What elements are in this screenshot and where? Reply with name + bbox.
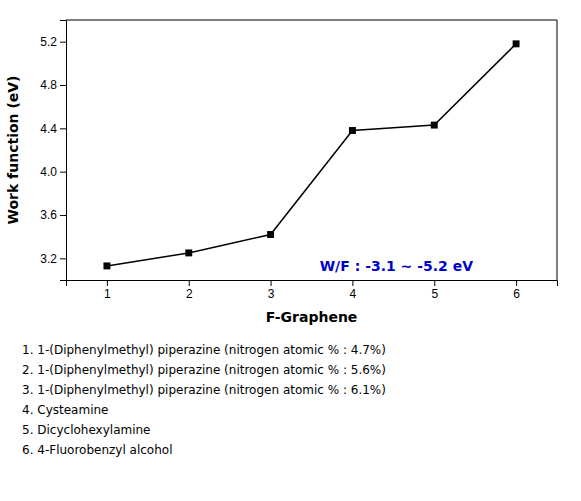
tick-mark — [271, 280, 272, 286]
x-axis: 1 2 3 4 5 6 — [67, 280, 558, 301]
footnote: 2. 1-(Diphenylmethyl) piperazine (nitrog… — [22, 363, 386, 377]
series — [103, 40, 519, 269]
frame — [66, 20, 557, 21]
tick-label: 3 — [268, 287, 275, 301]
tick: 4.8 — [40, 78, 66, 92]
y-axis-title: Work function (eV) — [5, 75, 21, 224]
tick-mark — [189, 280, 190, 286]
footnote: 3. 1-(Diphenylmethyl) piperazine (nitrog… — [22, 383, 386, 397]
tick-mark — [60, 172, 66, 173]
tick-mark — [60, 128, 66, 129]
footnote: 1. 1-(Diphenylmethyl) piperazine (nitrog… — [22, 343, 386, 357]
marker — [103, 262, 110, 269]
tick-mark — [60, 42, 66, 43]
axis-line — [67, 281, 558, 287]
tick-mark — [516, 280, 517, 286]
tick: 3.6 — [40, 208, 66, 222]
tick-label: 3.2 — [40, 252, 57, 266]
tick-mark — [107, 280, 108, 286]
marker — [349, 127, 356, 134]
marker — [185, 249, 192, 256]
chart: 1 2 3 4 5 6 3.2 3.6 4.0 4.4 4.8 5.2 W/F : -3.1 ~ -5.… — [0, 0, 581, 501]
tick-mark — [60, 215, 66, 216]
tick: 1 — [104, 280, 111, 301]
marker — [267, 231, 274, 238]
tick: 6 — [513, 280, 520, 301]
tick-label: 5.2 — [40, 35, 57, 49]
tick-label: 4.0 — [40, 165, 57, 179]
tick: 3 — [268, 280, 275, 301]
tick-label: 2 — [186, 287, 193, 301]
annotation: W/F : -3.1 ~ -5.2 eV — [320, 258, 474, 274]
tick: 5.2 — [40, 35, 66, 49]
footnote: 4. Cysteamine — [22, 403, 108, 417]
footnote: 5. Dicyclohexylamine — [22, 423, 151, 437]
tick: 4.0 — [40, 165, 66, 179]
line — [107, 44, 516, 266]
footnote: 6. 4-Fluorobenzyl alcohol — [22, 443, 173, 457]
tick-mark — [434, 280, 435, 286]
tick-label: 4 — [350, 287, 357, 301]
tick: 3.2 — [40, 252, 66, 266]
tick-label: 5 — [431, 287, 438, 301]
marker — [431, 122, 438, 129]
tick: 4.4 — [40, 122, 66, 136]
x-axis-title: F-Graphene — [266, 309, 358, 325]
tick-label: 4.4 — [40, 122, 57, 136]
tick: 2 — [186, 280, 193, 301]
tick-mark — [352, 280, 353, 286]
tick-mark — [60, 85, 66, 86]
frame — [557, 20, 558, 280]
plot: 1 2 3 4 5 6 3.2 3.6 4.0 4.4 4.8 5.2 W/F : -3.1 ~ -5.… — [40, 20, 557, 301]
tick-label: 4.8 — [40, 78, 57, 92]
axis-line — [60, 21, 67, 281]
tick-label: 1 — [104, 287, 111, 301]
tick: 5 — [431, 280, 438, 301]
y-axis: 3.2 3.6 4.0 4.4 4.8 5.2 — [40, 21, 66, 281]
tick-label: 6 — [513, 287, 520, 301]
tick-mark — [60, 258, 66, 259]
marker — [513, 40, 520, 47]
tick-label: 3.6 — [40, 208, 57, 222]
tick: 4 — [350, 280, 357, 301]
